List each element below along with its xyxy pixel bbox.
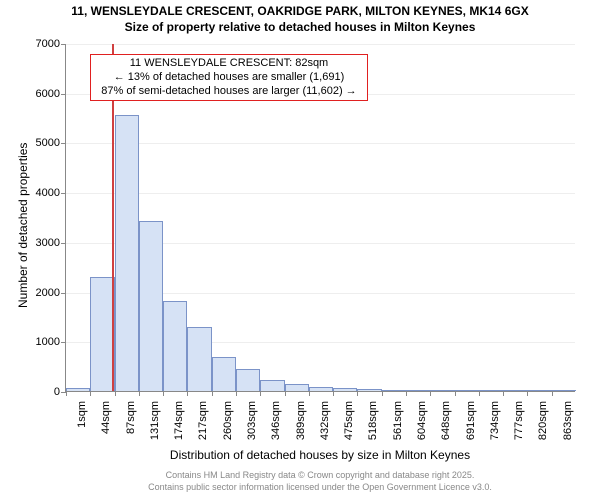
xtick-label: 217sqm [197, 395, 209, 451]
histogram-bar [430, 390, 454, 391]
xtick-label: 346sqm [270, 395, 282, 451]
xtick-label: 432sqm [319, 395, 331, 451]
ytick-label: 4000 [36, 187, 66, 199]
histogram-bar [357, 389, 381, 391]
gridline [66, 143, 575, 144]
histogram-bar [309, 387, 333, 391]
xtick-mark [90, 391, 91, 396]
xtick-mark [115, 391, 116, 396]
xtick-label: 648sqm [440, 395, 452, 451]
xtick-mark [236, 391, 237, 396]
gridline [66, 193, 575, 194]
xtick-mark [163, 391, 164, 396]
histogram-bar [236, 369, 260, 391]
y-axis-label: Number of detached properties [16, 143, 30, 308]
histogram-bar [527, 390, 551, 391]
title-block: 11, WENSLEYDALE CRESCENT, OAKRIDGE PARK,… [0, 0, 600, 37]
xtick-label: 820sqm [537, 395, 549, 451]
xtick-label: 561sqm [392, 395, 404, 451]
footer-note: Contains HM Land Registry data © Crown c… [65, 470, 575, 493]
xtick-label: 44sqm [100, 395, 112, 451]
xtick-label: 863sqm [562, 395, 574, 451]
xtick-mark [139, 391, 140, 396]
xtick-mark [430, 391, 431, 396]
histogram-bar [260, 380, 284, 391]
annotation-line-2: ← 13% of detached houses are smaller (1,… [97, 71, 361, 85]
histogram-bar [90, 277, 114, 391]
xtick-label: 131sqm [149, 395, 161, 451]
title-line-1: 11, WENSLEYDALE CRESCENT, OAKRIDGE PARK,… [0, 4, 600, 20]
xtick-mark [479, 391, 480, 396]
annotation-line-3: 87% of semi-detached houses are larger (… [97, 85, 361, 99]
xtick-label: 260sqm [222, 395, 234, 451]
histogram-bar [66, 388, 90, 391]
xtick-mark [212, 391, 213, 396]
histogram-bar [552, 390, 576, 391]
ytick-label: 3000 [36, 237, 66, 249]
ytick-label: 5000 [36, 137, 66, 149]
xtick-mark [333, 391, 334, 396]
annotation-box: 11 WENSLEYDALE CRESCENT: 82sqm ← 13% of … [90, 54, 368, 101]
histogram-bar [187, 327, 211, 391]
xtick-label: 518sqm [367, 395, 379, 451]
xtick-mark [260, 391, 261, 396]
histogram-bar [285, 384, 309, 391]
xtick-label: 604sqm [416, 395, 428, 451]
footer-line-1: Contains HM Land Registry data © Crown c… [65, 470, 575, 482]
histogram-bar [406, 390, 430, 391]
xtick-mark [382, 391, 383, 396]
xtick-label: 174sqm [173, 395, 185, 451]
histogram-bar [382, 390, 406, 391]
histogram-bar [333, 388, 357, 391]
ytick-label: 6000 [36, 88, 66, 100]
histogram-bar [479, 390, 503, 391]
histogram-bar [139, 221, 163, 391]
xtick-label: 87sqm [125, 395, 137, 451]
x-axis-label: Distribution of detached houses by size … [65, 448, 575, 462]
ytick-label: 2000 [36, 287, 66, 299]
xtick-label: 1sqm [76, 395, 88, 451]
ytick-label: 0 [54, 386, 66, 398]
annotation-line-1: 11 WENSLEYDALE CRESCENT: 82sqm [97, 57, 361, 71]
xtick-mark [309, 391, 310, 396]
xtick-label: 389sqm [295, 395, 307, 451]
histogram-bar [455, 390, 479, 391]
xtick-mark [503, 391, 504, 396]
xtick-mark [527, 391, 528, 396]
histogram-bar [115, 115, 139, 391]
xtick-label: 475sqm [343, 395, 355, 451]
histogram-bar [212, 357, 236, 391]
xtick-mark [406, 391, 407, 396]
xtick-label: 777sqm [513, 395, 525, 451]
chart-container: 11, WENSLEYDALE CRESCENT, OAKRIDGE PARK,… [0, 0, 600, 500]
xtick-label: 691sqm [465, 395, 477, 451]
xtick-mark [66, 391, 67, 396]
histogram-bar [503, 390, 527, 391]
xtick-label: 303sqm [246, 395, 258, 451]
histogram-bar [163, 301, 187, 391]
ytick-label: 7000 [36, 38, 66, 50]
xtick-label: 734sqm [489, 395, 501, 451]
xtick-mark [187, 391, 188, 396]
xtick-mark [357, 391, 358, 396]
xtick-mark [285, 391, 286, 396]
xtick-mark [455, 391, 456, 396]
footer-line-2: Contains public sector information licen… [65, 482, 575, 494]
ytick-label: 1000 [36, 336, 66, 348]
xtick-mark [552, 391, 553, 396]
title-line-2: Size of property relative to detached ho… [0, 20, 600, 36]
gridline [66, 44, 575, 45]
